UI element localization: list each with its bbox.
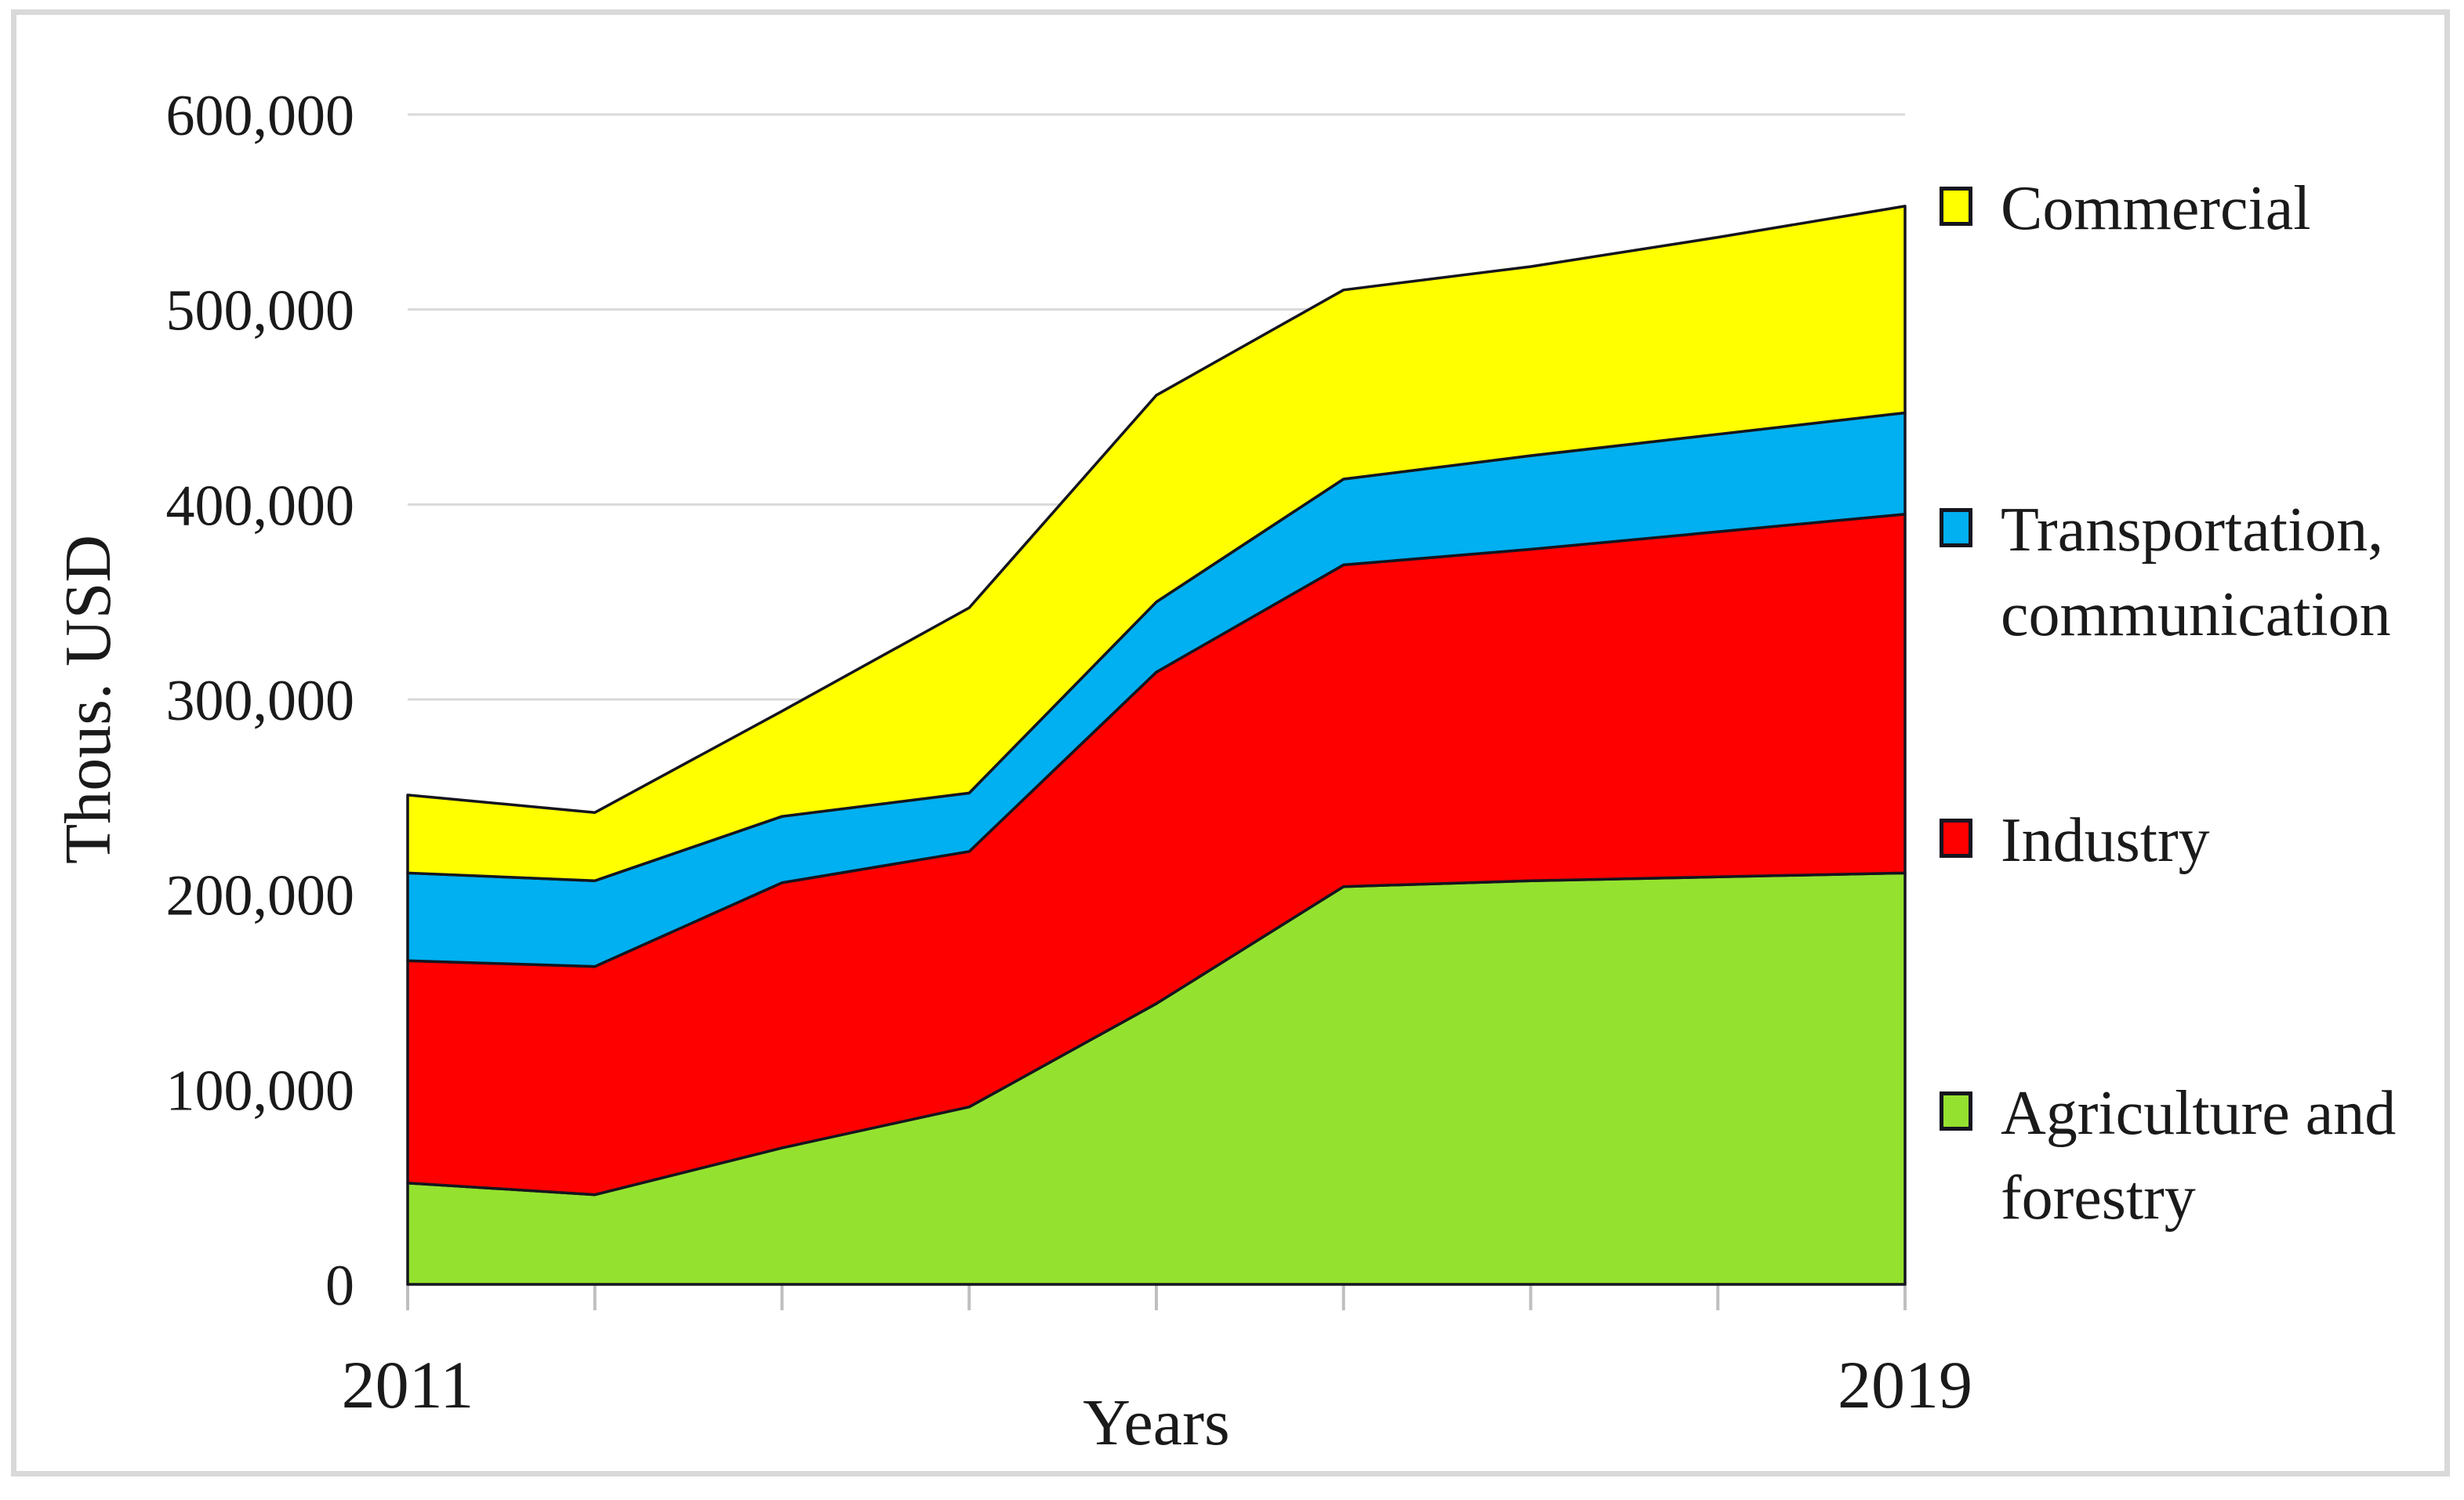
legend-label-agriculture: Agriculture and forestry xyxy=(2001,1079,2397,1233)
legend-item-agriculture: Agriculture and forestry xyxy=(1940,1071,2396,1240)
industry-swatch-icon xyxy=(1940,819,1972,858)
x-tick-label-2011: 2011 xyxy=(342,1347,474,1422)
y-tick-label-600000: 600,000 xyxy=(166,84,355,148)
x-axis-title: Years xyxy=(1083,1386,1229,1459)
legend-label-transportation: Transportation, communication xyxy=(2001,496,2391,649)
y-tick-label-300000: 300,000 xyxy=(166,669,355,733)
y-tick-label-0: 0 xyxy=(325,1254,354,1318)
y-tick-label-500000: 500,000 xyxy=(166,279,355,343)
agriculture-swatch-icon xyxy=(1940,1091,1972,1131)
area-commercial xyxy=(406,205,1907,883)
commercial-swatch-icon xyxy=(1940,187,1972,226)
y-tick-label-400000: 400,000 xyxy=(166,474,355,538)
legend-label-commercial: Commercial xyxy=(2001,174,2311,243)
legend-item-commercial: Commercial xyxy=(1940,166,2310,251)
y-axis-title: Thous. USD xyxy=(52,535,125,864)
legend-label-industry: Industry xyxy=(2001,806,2210,875)
transportation-swatch-icon xyxy=(1940,508,1972,547)
y-tick-label-100000: 100,000 xyxy=(166,1059,355,1123)
y-tick-label-200000: 200,000 xyxy=(166,864,355,928)
legend-item-industry: Industry xyxy=(1940,798,2210,883)
x-tick-label-2019: 2019 xyxy=(1838,1347,1972,1422)
legend-item-transportation: Transportation, communication xyxy=(1940,488,2391,657)
chart-legend: Commercial Transportation, communication… xyxy=(1940,0,2441,1500)
